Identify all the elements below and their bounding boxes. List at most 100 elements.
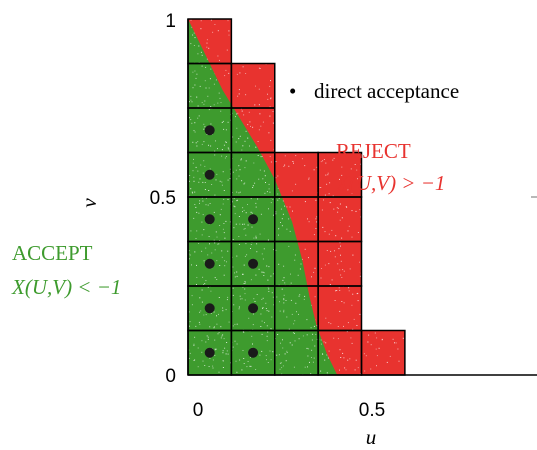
speckle <box>332 195 334 197</box>
speckle <box>247 124 249 126</box>
speckle <box>214 150 216 152</box>
speckle <box>331 67 333 69</box>
speckle <box>285 49 287 51</box>
speckle <box>242 273 243 275</box>
speckle <box>297 123 299 125</box>
speckle <box>304 248 306 250</box>
speckle <box>244 281 246 282</box>
speckle <box>318 45 320 47</box>
speckle <box>201 65 203 67</box>
speckle <box>356 27 357 28</box>
speckle <box>237 33 239 35</box>
speckle <box>390 107 391 108</box>
speckle <box>362 323 364 325</box>
speckle <box>203 260 205 262</box>
speckle <box>295 302 297 304</box>
speckle <box>314 345 316 347</box>
speckle <box>398 291 399 292</box>
speckle <box>384 135 386 137</box>
speckle <box>329 46 331 48</box>
speckle <box>366 59 368 61</box>
speckle <box>212 365 214 367</box>
speckle <box>208 236 210 237</box>
speckle <box>309 29 311 31</box>
speckle <box>278 197 280 199</box>
speckle <box>202 200 204 202</box>
speckle <box>259 51 261 53</box>
speckle <box>262 178 264 180</box>
speckle <box>401 275 402 276</box>
speckle <box>402 226 403 227</box>
speckle <box>222 307 224 309</box>
speckle <box>270 139 272 141</box>
speckle <box>362 164 364 166</box>
speckle <box>259 354 261 356</box>
speckle <box>383 229 384 230</box>
speckle <box>236 275 238 277</box>
speckle <box>364 295 366 297</box>
speckle <box>307 131 309 133</box>
speckle <box>242 211 243 213</box>
speckle <box>381 338 383 340</box>
speckle <box>394 321 395 322</box>
speckle <box>208 109 210 111</box>
speckle <box>276 61 278 63</box>
speckle <box>390 300 392 302</box>
speckle <box>363 212 364 213</box>
speckle <box>286 316 288 318</box>
speckle <box>394 342 395 344</box>
speckle <box>280 83 282 85</box>
speckle <box>293 323 295 325</box>
speckle <box>243 114 245 116</box>
speckle <box>272 111 274 112</box>
speckle <box>201 351 203 353</box>
speckle <box>362 135 363 136</box>
speckle <box>362 241 364 243</box>
speckle <box>190 188 192 190</box>
speckle <box>322 25 324 27</box>
speckle <box>320 339 322 341</box>
speckle <box>319 27 321 29</box>
speckle <box>384 40 385 41</box>
speckle <box>373 233 374 234</box>
speckle <box>401 37 402 38</box>
speckle <box>320 370 322 372</box>
speckle <box>303 35 305 37</box>
speckle <box>280 342 281 344</box>
speckle <box>280 362 282 364</box>
speckle <box>241 369 243 371</box>
speckle <box>250 279 252 281</box>
speckle <box>284 118 286 120</box>
speckle <box>372 24 374 26</box>
speckle <box>236 371 238 373</box>
speckle <box>268 188 270 190</box>
speckle <box>357 124 359 126</box>
speckle <box>389 135 390 136</box>
speckle <box>316 338 318 340</box>
speckle <box>377 278 378 279</box>
speckle <box>287 70 289 72</box>
speckle <box>236 113 238 115</box>
speckle <box>347 53 348 54</box>
speckle <box>351 210 353 212</box>
speckle <box>257 198 259 200</box>
speckle <box>402 169 404 171</box>
speckle <box>385 257 386 258</box>
speckle <box>330 38 332 40</box>
speckle <box>315 228 317 229</box>
speckle <box>356 132 357 133</box>
speckle <box>353 107 354 108</box>
speckle <box>227 296 229 298</box>
speckle <box>243 35 245 36</box>
speckle <box>214 339 216 341</box>
speckle <box>193 32 195 34</box>
speckle <box>394 105 395 106</box>
speckle <box>277 334 279 335</box>
speckle <box>338 129 339 130</box>
speckle <box>299 33 301 35</box>
speckle <box>371 246 373 248</box>
speckle <box>247 224 249 226</box>
speckle <box>213 83 215 85</box>
speckle <box>398 113 400 115</box>
speckle <box>219 265 221 266</box>
